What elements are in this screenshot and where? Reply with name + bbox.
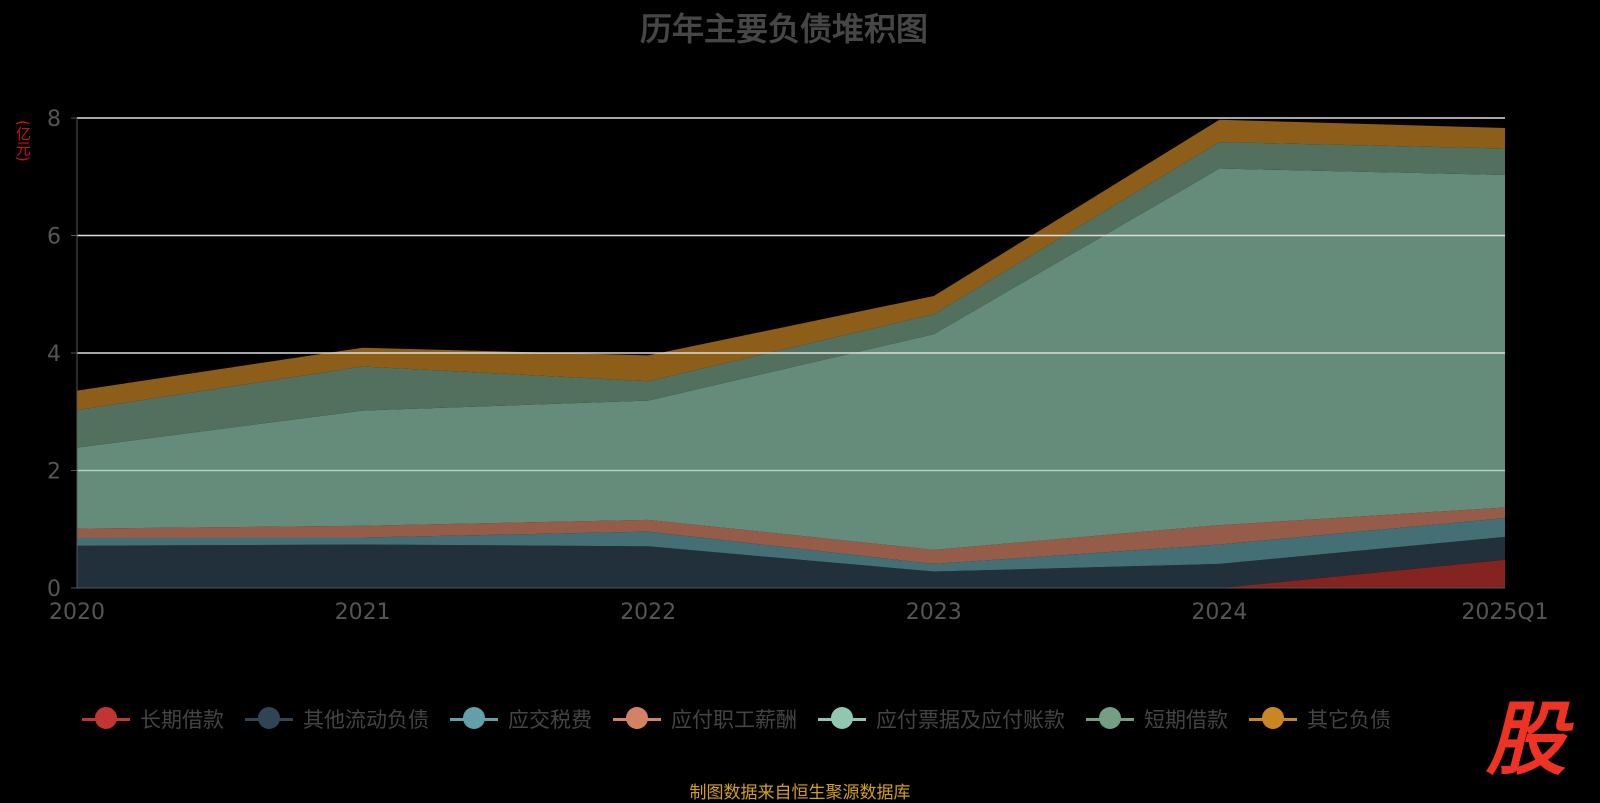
series-areas — [77, 119, 1505, 588]
legend-marker-icon — [613, 705, 661, 733]
legend-label: 应付票据及应付账款 — [876, 708, 1065, 732]
legend-item-1[interactable]: 其他流动负债 — [245, 704, 429, 734]
legend-item-6[interactable]: 其它负债 — [1249, 704, 1391, 734]
legend-label: 其他流动负债 — [303, 708, 429, 732]
legend-marker-icon — [450, 705, 498, 733]
legend-marker-icon — [1086, 705, 1134, 733]
area-series-1 — [77, 536, 1505, 588]
x-tick-label: 2023 — [906, 600, 962, 625]
axes: 0 2 4 6 8 2020 2021 2022 2023 2024 2025Q1 — [47, 107, 1549, 625]
legend-label: 短期借款 — [1144, 708, 1228, 732]
area-series-4 — [77, 168, 1505, 550]
legend-marker-icon — [1249, 705, 1297, 733]
area-series-6 — [77, 119, 1505, 410]
x-tick-label: 2024 — [1191, 600, 1247, 625]
legend-item-2[interactable]: 应交税费 — [450, 704, 592, 734]
y-tick-label: 4 — [47, 342, 61, 367]
area-series-5 — [77, 142, 1505, 448]
area-series-2 — [77, 518, 1505, 572]
legend: 长期借款 其他流动负债 应交税费 应付职工薪酬 应付票据及应付账款 短期借款 其它负债 — [82, 704, 1391, 734]
area-series-0 — [77, 559, 1505, 588]
chart-title: 历年主要负债堆积图 — [639, 10, 928, 48]
y-tick-label: 8 — [47, 107, 61, 132]
source-note: 制图数据来自恒生聚源数据库 — [689, 783, 911, 803]
x-tick-label: 2021 — [335, 600, 391, 625]
x-tick-label: 2025Q1 — [1461, 600, 1548, 625]
legend-label: 其它负债 — [1307, 708, 1391, 732]
x-tick-label: 2022 — [620, 600, 676, 625]
x-tick-label: 2020 — [49, 600, 105, 625]
y-tick-label: 6 — [47, 225, 61, 250]
legend-item-4[interactable]: 应付票据及应付账款 — [818, 704, 1065, 734]
legend-label: 长期借款 — [140, 708, 224, 732]
legend-item-3[interactable]: 应付职工薪酬 — [613, 704, 797, 734]
y-tick-label: 0 — [47, 577, 61, 602]
legend-item-5[interactable]: 短期借款 — [1086, 704, 1228, 734]
legend-label: 应付职工薪酬 — [671, 708, 797, 732]
legend-marker-icon — [82, 705, 130, 733]
y-tick-label: 2 — [47, 460, 61, 485]
legend-label: 应交税费 — [508, 708, 592, 732]
y-axis-unit-label: (亿元) — [14, 120, 32, 162]
area-series-3 — [77, 507, 1505, 564]
legend-marker-icon — [245, 705, 293, 733]
gridlines — [77, 117, 1505, 472]
logo-icon: 股 — [1486, 693, 1566, 786]
legend-marker-icon — [818, 705, 866, 733]
legend-item-0[interactable]: 长期借款 — [82, 704, 224, 734]
